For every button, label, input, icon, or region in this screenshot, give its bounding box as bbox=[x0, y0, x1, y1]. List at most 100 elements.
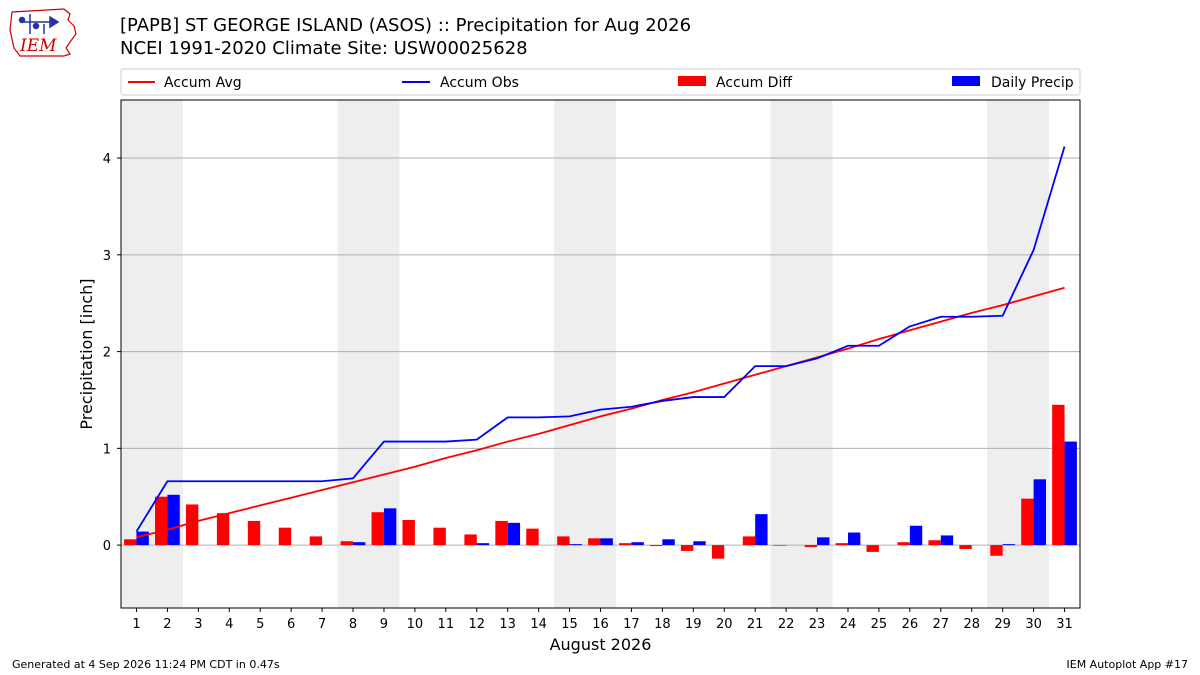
accum-diff-bar bbox=[495, 520, 508, 546]
weekend-band bbox=[770, 100, 833, 608]
x-tick-label: 11 bbox=[438, 617, 455, 632]
legend-label-daily-precip: Daily Precip bbox=[991, 75, 1074, 91]
x-tick-label: 28 bbox=[963, 617, 980, 632]
daily-precip-bar bbox=[167, 494, 180, 546]
x-tick-label: 19 bbox=[685, 617, 702, 632]
x-tick-label: 8 bbox=[349, 617, 357, 632]
x-axis-label: August 2026 bbox=[550, 635, 652, 654]
y-tick-label: 3 bbox=[103, 249, 111, 264]
accum-avg-line bbox=[136, 286, 1065, 539]
x-tick-label: 2 bbox=[163, 617, 171, 632]
x-tick-label: 23 bbox=[809, 617, 826, 632]
accum-diff-bar bbox=[278, 527, 292, 546]
accum-diff-bar bbox=[185, 504, 199, 546]
line-series bbox=[135, 146, 1066, 539]
daily-precip-bar bbox=[353, 542, 366, 546]
daily-precip-bar bbox=[507, 522, 521, 546]
x-tick-label: 22 bbox=[778, 617, 795, 632]
x-axis-ticks: 1 2 3 4 5 6 7 8 9 10 11 12 13 14 15 16 17 18 19 20 21 22 23 24 2… bbox=[132, 608, 1073, 632]
legend-swatch-accum-diff bbox=[678, 76, 706, 86]
x-tick-label: 27 bbox=[933, 617, 950, 632]
weather-station-icon bbox=[18, 14, 60, 34]
legend-label-accum-avg: Accum Avg bbox=[164, 75, 242, 91]
accum-diff-bar bbox=[216, 513, 230, 546]
daily-precip-bar bbox=[847, 532, 861, 546]
iem-logo-text: IEM bbox=[19, 36, 57, 56]
accum-obs-line bbox=[135, 146, 1066, 533]
daily-precip-bar bbox=[755, 514, 768, 546]
chart-title: [PAPB] ST GEORGE ISLAND (ASOS) :: Precip… bbox=[120, 15, 691, 36]
legend-swatch-daily-precip bbox=[952, 76, 980, 86]
accum-diff-bar bbox=[990, 545, 1003, 556]
x-tick-label: 3 bbox=[194, 617, 202, 632]
accum-diff-bar bbox=[619, 543, 632, 546]
accum-diff-bar bbox=[866, 545, 879, 552]
y-tick-label: 0 bbox=[103, 539, 111, 554]
daily-precip-bar bbox=[817, 537, 830, 546]
x-tick-label: 5 bbox=[256, 617, 264, 632]
legend-item-accum-avg: Accum Avg bbox=[128, 75, 242, 91]
accum-diff-bar bbox=[1021, 498, 1034, 546]
accum-diff-bar bbox=[464, 534, 477, 546]
x-tick-label: 13 bbox=[499, 617, 516, 632]
y-tick-label: 2 bbox=[103, 346, 111, 361]
y-tick-label: 4 bbox=[103, 152, 111, 167]
x-tick-label: 24 bbox=[840, 617, 857, 632]
accum-diff-bar bbox=[897, 542, 910, 546]
daily-precip-bar bbox=[1033, 479, 1046, 546]
x-tick-label: 15 bbox=[561, 617, 578, 632]
weekend-shading bbox=[121, 100, 1050, 608]
accum-diff-bar bbox=[1052, 404, 1065, 546]
x-tick-label: 29 bbox=[994, 617, 1011, 632]
daily-precip-bar bbox=[569, 544, 582, 546]
x-tick-label: 17 bbox=[623, 617, 640, 632]
daily-precip-bar bbox=[136, 531, 149, 546]
x-tick-label: 9 bbox=[380, 617, 388, 632]
bar-series bbox=[124, 404, 1077, 559]
legend-item-accum-obs: Accum Obs bbox=[402, 75, 519, 91]
x-tick-label: 7 bbox=[318, 617, 326, 632]
accum-diff-bar bbox=[402, 519, 415, 546]
x-tick-label: 10 bbox=[407, 617, 424, 632]
legend: Accum Avg Accum Obs Accum Diff Daily Pre… bbox=[120, 68, 1081, 96]
chart-subtitle: NCEI 1991-2020 Climate Site: USW00025628 bbox=[120, 38, 528, 59]
legend-item-accum-diff: Accum Diff bbox=[678, 75, 792, 91]
daily-precip-bar bbox=[909, 525, 923, 546]
iem-logo: IEM bbox=[9, 8, 77, 57]
x-tick-label: 21 bbox=[747, 617, 764, 632]
x-tick-label: 18 bbox=[654, 617, 671, 632]
daily-precip-bar bbox=[1002, 544, 1016, 546]
daily-precip-bar bbox=[600, 538, 613, 546]
accum-diff-bar bbox=[773, 545, 787, 546]
daily-precip-bar bbox=[1064, 441, 1077, 546]
accum-diff-bar bbox=[649, 545, 663, 547]
accum-diff-bar bbox=[340, 541, 354, 546]
x-tick-label: 31 bbox=[1056, 617, 1073, 632]
accum-diff-bar bbox=[680, 545, 694, 551]
daily-precip-bar bbox=[476, 543, 490, 546]
accum-diff-bar bbox=[557, 536, 570, 546]
accum-diff-bar bbox=[959, 545, 972, 549]
daily-precip-bar bbox=[631, 542, 644, 546]
x-tick-label: 26 bbox=[902, 617, 919, 632]
accum-diff-bar bbox=[309, 536, 323, 546]
accum-diff-bar bbox=[155, 496, 168, 546]
x-tick-label: 25 bbox=[871, 617, 888, 632]
accum-diff-bar bbox=[433, 527, 446, 546]
y-axis-label: Precipitation [inch] bbox=[77, 278, 96, 429]
accum-diff-bar bbox=[588, 538, 601, 546]
x-tick-label: 14 bbox=[530, 617, 547, 632]
x-tick-label: 4 bbox=[225, 617, 233, 632]
weekend-band bbox=[554, 100, 616, 608]
x-tick-label: 12 bbox=[468, 617, 485, 632]
accum-diff-bar bbox=[835, 543, 848, 546]
x-tick-label: 16 bbox=[592, 617, 609, 632]
accum-diff-bar bbox=[928, 540, 941, 546]
x-tick-label: 20 bbox=[716, 617, 733, 632]
daily-precip-bar bbox=[940, 535, 954, 546]
daily-precip-bar bbox=[693, 541, 706, 546]
y-tick-label: 1 bbox=[103, 442, 111, 457]
accum-diff-bar bbox=[526, 528, 539, 546]
accum-diff-bar bbox=[247, 520, 261, 546]
